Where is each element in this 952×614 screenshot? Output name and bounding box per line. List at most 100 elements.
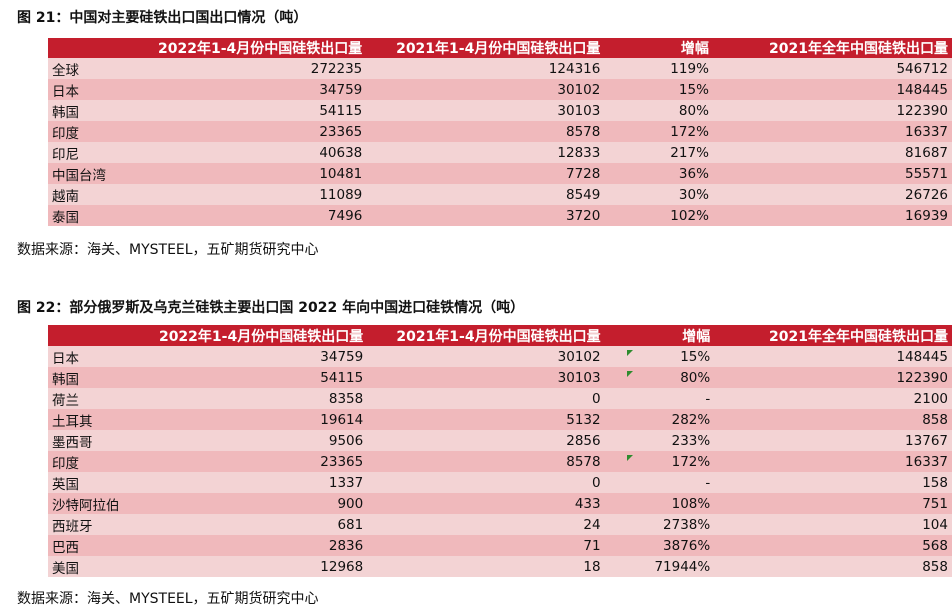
cell-full-year-2021: 104	[714, 514, 952, 535]
cell-exports-2022: 900	[129, 493, 368, 514]
table-row: 巴西 2836 71 3876% 568	[48, 535, 952, 556]
cell-country: 全球	[48, 58, 129, 79]
table2-title: 图 22：部分俄罗斯及乌克兰硅铁主要出口国 2022 年向中国进口硅铁情况（吨）	[17, 300, 525, 316]
cell-exports-2021: 30103	[366, 100, 605, 121]
cell-exports-2022: 681	[129, 514, 368, 535]
cell-full-year-2021: 16939	[712, 205, 952, 226]
cell-growth: 119%	[604, 58, 713, 79]
header-exports-2022: 2022年1-4月份中国硅铁出口量	[128, 38, 367, 58]
table-row: 印尼 40638 12833 217% 81687	[48, 142, 952, 163]
cell-exports-2021: 5132	[367, 409, 605, 430]
table-row: 英国 1337 0-158	[48, 472, 952, 493]
cell-exports-2021: 0	[367, 472, 605, 493]
cell-growth: 15%	[604, 79, 713, 100]
cell-indicator-mark	[627, 371, 633, 377]
cell-exports-2021: 2856	[367, 430, 605, 451]
cell-country: 土耳其	[48, 409, 130, 430]
table-row: 荷兰 8358 0-2100	[48, 388, 952, 409]
cell-exports-2021: 7728	[366, 163, 605, 184]
header-growth: 增幅	[604, 38, 713, 58]
cell-exports-2022: 23365	[129, 451, 368, 472]
cell-country: 印度	[48, 451, 130, 472]
cell-country: 荷兰	[48, 388, 130, 409]
table-row: 印度 23365 8578 172% 16337	[48, 121, 952, 142]
header-growth: 增幅	[604, 325, 715, 346]
cell-full-year-2021: 16337	[712, 121, 952, 142]
table-row: 中国台湾 10481 7728 36% 55571	[48, 163, 952, 184]
cell-country: 巴西	[48, 535, 130, 556]
cell-growth: 3876%	[604, 535, 715, 556]
cell-full-year-2021: 858	[714, 556, 952, 577]
cell-exports-2022: 11089	[128, 184, 367, 205]
cell-growth: 71944%	[604, 556, 715, 577]
cell-country: 英国	[48, 472, 130, 493]
cell-growth: 30%	[604, 184, 713, 205]
cell-indicator-mark	[627, 455, 633, 461]
cell-country: 韩国	[48, 100, 129, 121]
cell-exports-2021: 8578	[366, 121, 605, 142]
cell-full-year-2021: 858	[714, 409, 952, 430]
cell-country: 越南	[48, 184, 129, 205]
cell-growth: -	[604, 388, 715, 409]
header-full-year-2021: 2021年全年中国硅铁出口量	[714, 325, 952, 346]
cell-growth: 15%	[604, 346, 715, 367]
cell-exports-2021: 30103	[367, 367, 605, 388]
cell-country: 中国台湾	[48, 163, 129, 184]
import-table: 2022年1-4月份中国硅铁出口量 2021年1-4月份中国硅铁出口量 增幅 2021…	[48, 325, 952, 577]
table-row: 日本 34759 30102 15% 148445	[48, 346, 952, 367]
cell-country: 印尼	[48, 142, 129, 163]
table-row: 全球 272235 124316 119% 546712	[48, 58, 952, 79]
cell-exports-2021: 8578	[367, 451, 605, 472]
table-row: 土耳其 19614 5132 282% 858	[48, 409, 952, 430]
cell-exports-2021: 124316	[366, 58, 605, 79]
cell-exports-2022: 7496	[128, 205, 367, 226]
cell-country: 墨西哥	[48, 430, 130, 451]
cell-exports-2021: 0	[367, 388, 605, 409]
header-exports-2021: 2021年1-4月份中国硅铁出口量	[367, 325, 605, 346]
cell-country: 印度	[48, 121, 129, 142]
cell-exports-2021: 71	[367, 535, 605, 556]
table-row: 沙特阿拉伯 900 433 108% 751	[48, 493, 952, 514]
cell-full-year-2021: 751	[714, 493, 952, 514]
cell-country: 韩国	[48, 367, 130, 388]
cell-growth: 80%	[604, 367, 715, 388]
cell-growth: 36%	[604, 163, 713, 184]
table2-source: 数据来源：海关、MYSTEEL，五矿期货研究中心	[17, 591, 319, 607]
cell-growth: 282%	[604, 409, 715, 430]
cell-country: 西班牙	[48, 514, 130, 535]
cell-exports-2022: 10481	[128, 163, 367, 184]
cell-exports-2022: 54115	[128, 100, 367, 121]
cell-exports-2021: 18	[367, 556, 605, 577]
cell-exports-2021: 30102	[366, 79, 605, 100]
table-row: 韩国 54115 30103 80% 122390	[48, 100, 952, 121]
cell-country: 泰国	[48, 205, 129, 226]
cell-indicator-mark	[627, 350, 633, 356]
header-country	[48, 38, 129, 58]
table-row: 美国 12968 18 71944% 858	[48, 556, 952, 577]
cell-full-year-2021: 2100	[714, 388, 952, 409]
cell-growth: 233%	[604, 430, 715, 451]
cell-growth: 172%	[604, 121, 713, 142]
cell-country: 美国	[48, 556, 130, 577]
header-country	[48, 325, 130, 346]
cell-country: 沙特阿拉伯	[48, 493, 130, 514]
table1-source: 数据来源：海关、MYSTEEL，五矿期货研究中心	[17, 242, 319, 258]
cell-full-year-2021: 55571	[712, 163, 952, 184]
table-row: 印度 23365 8578 172% 16337	[48, 451, 952, 472]
table1-title: 图 21：中国对主要硅铁出口国出口情况（吨）	[17, 10, 308, 26]
cell-full-year-2021: 13767	[714, 430, 952, 451]
cell-exports-2021: 433	[367, 493, 605, 514]
cell-country: 日本	[48, 346, 130, 367]
cell-full-year-2021: 16337	[714, 451, 952, 472]
cell-exports-2022: 34759	[128, 79, 367, 100]
table-row: 日本 34759 30102 15% 148445	[48, 79, 952, 100]
cell-exports-2022: 40638	[128, 142, 367, 163]
cell-full-year-2021: 546712	[712, 58, 952, 79]
cell-full-year-2021: 148445	[714, 346, 952, 367]
cell-growth: 217%	[604, 142, 713, 163]
cell-exports-2022: 8358	[129, 388, 368, 409]
table-row: 墨西哥 9506 2856 233% 13767	[48, 430, 952, 451]
cell-country: 日本	[48, 79, 129, 100]
header-full-year-2021: 2021年全年中国硅铁出口量	[712, 38, 952, 58]
cell-full-year-2021: 158	[714, 472, 952, 493]
